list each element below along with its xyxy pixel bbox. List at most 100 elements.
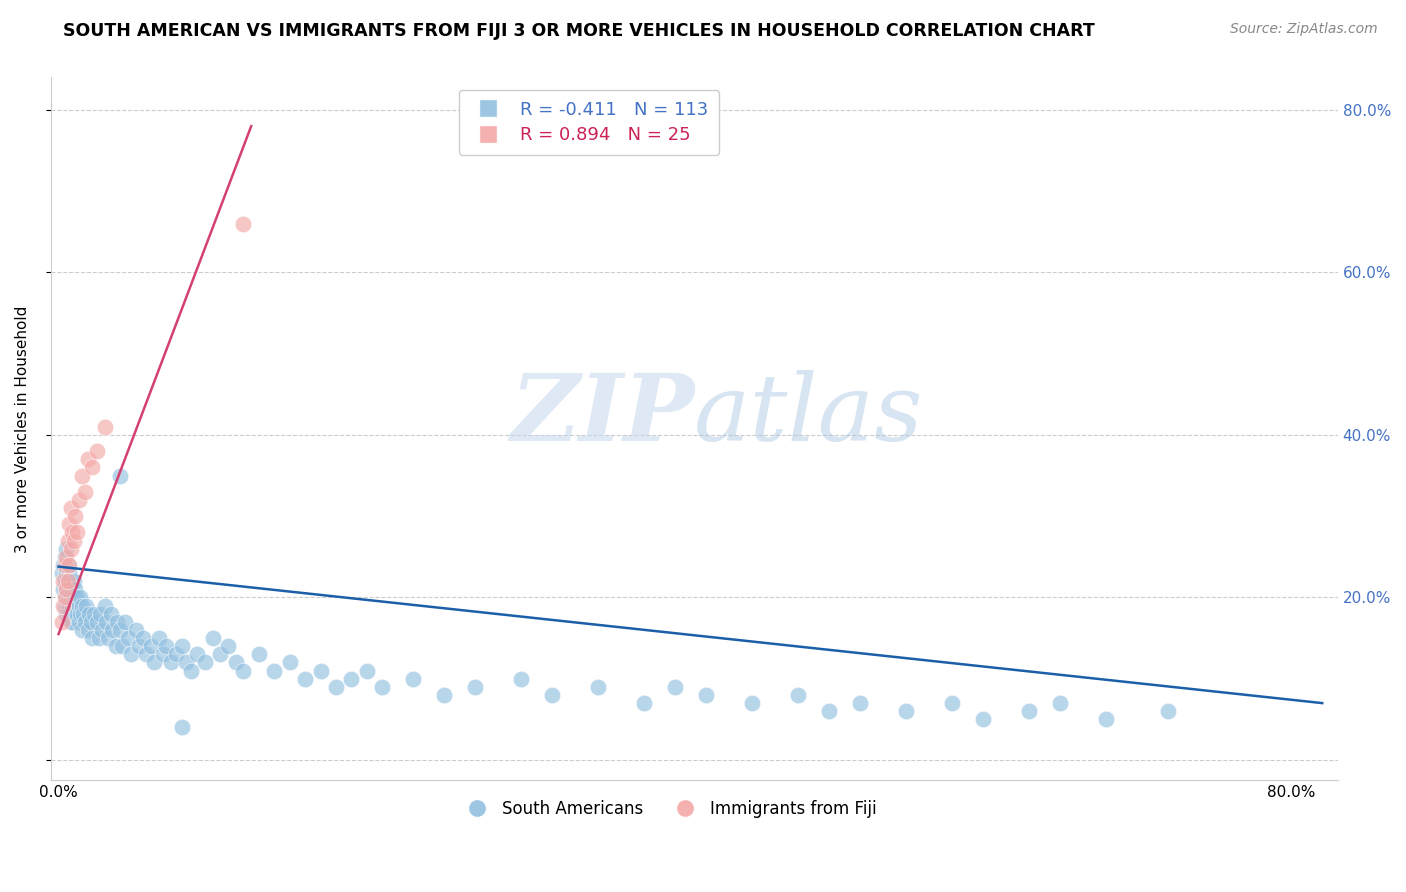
Point — [59, 615, 82, 629]
Point — [59, 501, 82, 516]
Point — [82, 460, 104, 475]
Point — [86, 615, 108, 629]
Point — [79, 607, 101, 621]
Point — [60, 615, 83, 629]
Point — [540, 688, 562, 702]
Point — [1018, 704, 1040, 718]
Point — [90, 623, 112, 637]
Point — [818, 704, 841, 718]
Point — [73, 484, 96, 499]
Point — [53, 591, 76, 605]
Point — [58, 566, 80, 580]
Point — [1049, 696, 1071, 710]
Point — [633, 696, 655, 710]
Point — [128, 639, 150, 653]
Point — [1095, 712, 1118, 726]
Point — [120, 648, 142, 662]
Point — [180, 664, 202, 678]
Point — [509, 672, 531, 686]
Point — [69, 607, 91, 621]
Point — [247, 648, 270, 662]
Point — [225, 656, 247, 670]
Point — [155, 639, 177, 653]
Point — [53, 558, 76, 572]
Point — [176, 656, 198, 670]
Point — [132, 631, 155, 645]
Point — [55, 591, 77, 605]
Point — [76, 623, 98, 637]
Text: atlas: atlas — [695, 370, 924, 459]
Legend: South Americans, Immigrants from Fiji: South Americans, Immigrants from Fiji — [454, 793, 883, 825]
Point — [59, 541, 82, 556]
Point — [63, 591, 86, 605]
Point — [63, 533, 86, 548]
Point — [101, 623, 124, 637]
Point — [108, 623, 131, 637]
Point — [96, 615, 118, 629]
Point — [148, 631, 170, 645]
Point — [209, 648, 232, 662]
Point — [56, 574, 79, 589]
Point — [325, 680, 347, 694]
Point — [53, 549, 76, 564]
Text: ZIP: ZIP — [510, 370, 695, 459]
Point — [135, 648, 157, 662]
Point — [60, 599, 83, 613]
Point — [170, 721, 193, 735]
Point — [53, 574, 76, 589]
Point — [941, 696, 963, 710]
Point — [82, 631, 104, 645]
Point — [170, 639, 193, 653]
Point — [186, 648, 208, 662]
Point — [60, 582, 83, 597]
Point — [58, 607, 80, 621]
Point — [741, 696, 763, 710]
Point — [89, 607, 111, 621]
Point — [58, 517, 80, 532]
Point — [70, 468, 93, 483]
Point — [56, 558, 79, 572]
Point — [97, 631, 120, 645]
Point — [58, 558, 80, 572]
Point — [53, 599, 76, 613]
Point — [55, 582, 77, 597]
Point — [80, 615, 103, 629]
Point — [309, 664, 332, 678]
Point — [464, 680, 486, 694]
Point — [143, 656, 166, 670]
Point — [114, 615, 136, 629]
Point — [56, 591, 79, 605]
Point — [263, 664, 285, 678]
Point — [56, 599, 79, 613]
Point — [51, 566, 73, 580]
Point — [52, 558, 75, 572]
Point — [70, 599, 93, 613]
Point — [356, 664, 378, 678]
Point — [55, 582, 77, 597]
Point — [52, 574, 75, 589]
Point — [67, 599, 90, 613]
Point — [55, 566, 77, 580]
Point — [56, 574, 79, 589]
Point — [232, 217, 254, 231]
Point — [695, 688, 717, 702]
Point — [165, 648, 187, 662]
Point — [1157, 704, 1180, 718]
Point — [66, 591, 89, 605]
Point — [76, 452, 98, 467]
Point — [55, 549, 77, 564]
Text: Source: ZipAtlas.com: Source: ZipAtlas.com — [1230, 22, 1378, 37]
Point — [63, 574, 86, 589]
Point — [160, 656, 183, 670]
Point — [111, 639, 134, 653]
Point — [58, 582, 80, 597]
Point — [194, 656, 217, 670]
Point — [232, 664, 254, 678]
Point — [117, 631, 139, 645]
Point — [152, 648, 174, 662]
Point — [67, 493, 90, 508]
Y-axis label: 3 or more Vehicles in Household: 3 or more Vehicles in Household — [15, 305, 30, 552]
Point — [63, 607, 86, 621]
Point — [65, 582, 87, 597]
Point — [73, 615, 96, 629]
